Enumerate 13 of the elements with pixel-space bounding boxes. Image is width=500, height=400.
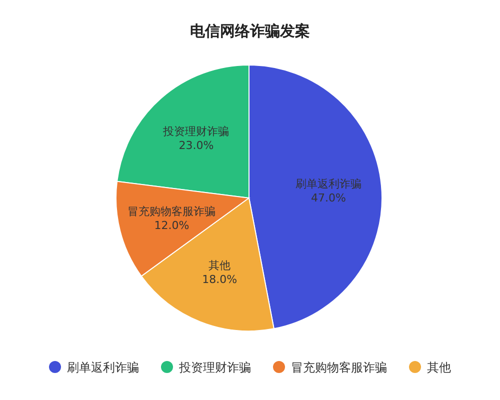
- slice-label: 冒充购物客服诈骗: [128, 204, 216, 218]
- legend-label: 其他: [427, 360, 451, 374]
- legend-label: 冒充购物客服诈骗: [291, 360, 387, 374]
- legend-label: 投资理财诈骗: [178, 360, 251, 374]
- data-label: 18.0%: [202, 273, 238, 286]
- data-label: 23.0%: [178, 139, 214, 152]
- data-label: 47.0%: [310, 191, 346, 204]
- slice-label: 刷单返利诈骗: [295, 177, 362, 190]
- slice-label: 其他: [208, 259, 231, 272]
- slice-label: 投资理财诈骗: [162, 125, 230, 138]
- legend-label: 刷单返利诈骗: [67, 360, 139, 374]
- chart-title: 电信网络诈骗发案: [190, 22, 310, 40]
- data-label: 12.0%: [154, 218, 190, 232]
